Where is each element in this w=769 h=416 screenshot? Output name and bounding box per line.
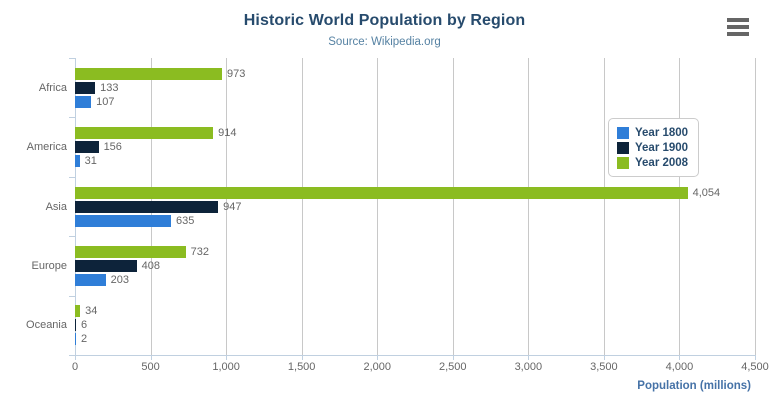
- x-axis-tick-label: 2,500: [439, 361, 467, 373]
- bar-africa-year-2008[interactable]: [75, 67, 223, 80]
- chart-legend[interactable]: Year 1800 Year 1900 Year 2008: [608, 118, 700, 177]
- bar-value-label: 973: [227, 67, 246, 80]
- y-axis-tick: [69, 355, 75, 356]
- menu-bar-1: [727, 18, 749, 22]
- gridline: [755, 58, 756, 355]
- menu-bar-3: [727, 32, 749, 36]
- y-axis-tick: [69, 117, 75, 119]
- y-axis-category-label: Oceania: [26, 319, 67, 332]
- bar-value-label: 635: [175, 214, 195, 227]
- hamburger-menu-icon[interactable]: [725, 15, 751, 39]
- x-axis-tick: [75, 355, 76, 360]
- y-axis-category-label: America: [26, 141, 67, 154]
- y-axis-tick: [69, 295, 75, 297]
- x-axis-tick-label: 500: [141, 361, 160, 373]
- bar-asia-year-2008[interactable]: [75, 186, 688, 199]
- x-axis-tick-label: 0: [71, 361, 79, 373]
- bar-africa-year-1900[interactable]: [75, 81, 96, 94]
- x-axis-tick: [150, 355, 152, 360]
- x-axis-line: [75, 355, 755, 356]
- bar-asia-year-1900[interactable]: [75, 200, 219, 213]
- legend-swatch-icon-1800: [617, 126, 629, 139]
- bar-value-label: 133: [100, 81, 119, 94]
- y-axis-category-label: Europe: [31, 259, 67, 272]
- bar-value-label: 34: [85, 305, 98, 318]
- bar-value-label: 914: [218, 127, 237, 140]
- legend-item-2008[interactable]: Year 2008: [617, 155, 688, 170]
- bar-value-label: 156: [103, 141, 122, 154]
- x-axis-tick-label: 1,500: [287, 361, 316, 373]
- bar-europe-year-1800[interactable]: [75, 273, 106, 286]
- legend-swatch-icon-1900: [617, 141, 629, 154]
- x-axis-tick-label: 1,000: [212, 361, 240, 373]
- gridline: [679, 58, 681, 355]
- legend-label-2008: Year 2008: [635, 156, 689, 169]
- bar-oceania-year-2008[interactable]: [75, 305, 81, 318]
- x-axis-tick-label: 2,000: [363, 361, 391, 373]
- bar-value-label: 408: [141, 259, 160, 272]
- bar-america-year-1800[interactable]: [75, 155, 80, 168]
- gridline: [301, 58, 303, 355]
- y-axis-tick: [69, 176, 75, 178]
- y-axis-category-label: Asia: [45, 200, 67, 213]
- legend-item-1900[interactable]: Year 1900: [617, 140, 688, 155]
- x-axis-tick: [679, 355, 681, 360]
- chart-subtitle: Source: Wikipedia.org: [328, 36, 441, 48]
- x-axis-tick-label: 3,500: [590, 361, 618, 373]
- x-axis-tick: [755, 355, 756, 360]
- y-axis-tick: [69, 58, 75, 59]
- y-axis-category-label: Africa: [38, 81, 67, 94]
- chart-title: Historic World Population by Region: [243, 12, 526, 29]
- x-axis-tick: [528, 355, 530, 360]
- bar-asia-year-1800[interactable]: [75, 214, 171, 227]
- bar-value-label: 732: [190, 245, 209, 258]
- x-axis-tick: [452, 355, 454, 360]
- bar-value-label: 947: [223, 200, 242, 213]
- legend-label-1900: Year 1900: [635, 141, 689, 154]
- bar-africa-year-1800[interactable]: [75, 95, 92, 108]
- x-axis-tick: [377, 355, 379, 360]
- bar-oceania-year-1900[interactable]: [75, 319, 76, 332]
- bar-value-label: 2: [81, 333, 88, 346]
- bar-america-year-1900[interactable]: [75, 141, 99, 154]
- gridline: [603, 58, 605, 355]
- bar-oceania-year-1800[interactable]: [75, 333, 76, 346]
- y-axis-tick: [69, 236, 75, 238]
- bar-europe-year-2008[interactable]: [75, 245, 186, 258]
- bar-value-label: 31: [84, 155, 97, 168]
- bar-value-label: 203: [110, 273, 130, 286]
- gridline: [226, 58, 228, 355]
- menu-bar-2: [727, 25, 749, 29]
- bar-america-year-2008[interactable]: [75, 127, 214, 140]
- bar-value-label: 4,054: [692, 186, 721, 199]
- legend-swatch-icon-2008: [617, 156, 629, 169]
- x-axis-title: Population (millions): [637, 380, 751, 392]
- x-axis-tick-label: 3,000: [514, 361, 543, 373]
- x-axis-tick: [226, 355, 228, 360]
- bar-value-label: 6: [81, 319, 88, 332]
- x-axis-tick-label: 4,500: [741, 361, 769, 373]
- x-axis-tick: [603, 355, 605, 360]
- gridline: [377, 58, 379, 355]
- bar-europe-year-1900[interactable]: [75, 259, 137, 272]
- x-axis-tick: [301, 355, 303, 360]
- legend-label-1800: Year 1800: [635, 126, 689, 139]
- bar-value-label: 107: [96, 95, 115, 108]
- legend-item-1800[interactable]: Year 1800: [617, 125, 688, 140]
- gridline: [452, 58, 454, 355]
- gridline: [528, 58, 530, 355]
- x-axis-tick-label: 4,000: [665, 361, 694, 373]
- plot-area: 973 133 107 914 156 31 4,054 947 635 732 408 203 34 6…: [75, 58, 756, 355]
